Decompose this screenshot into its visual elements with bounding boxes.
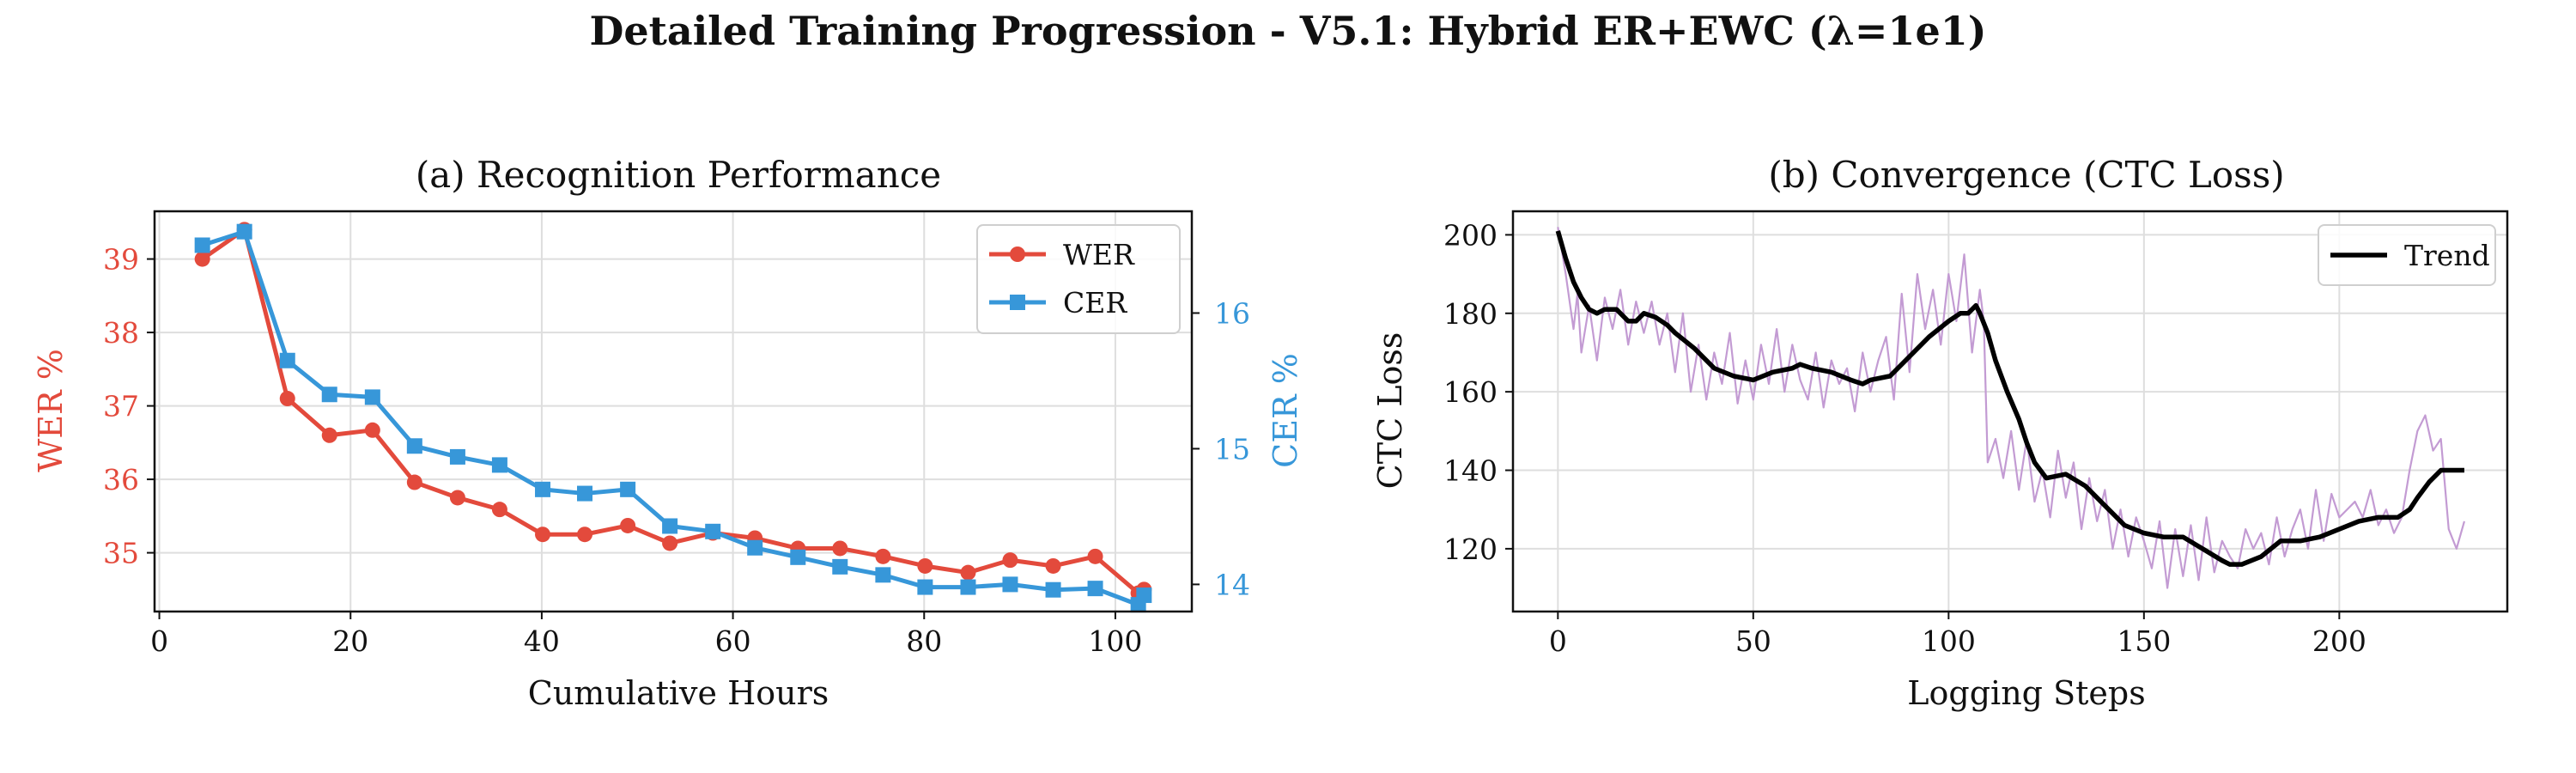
panel-a-ytick-left-label: 38 xyxy=(103,316,139,350)
panel-b-ylabel: CTC Loss xyxy=(1371,332,1409,490)
panel-b-ytick-label: 120 xyxy=(1443,533,1498,566)
cer-point xyxy=(491,457,507,473)
cer-point xyxy=(620,481,636,497)
cer-point xyxy=(1045,581,1061,598)
panel-a-xtick-label: 40 xyxy=(524,624,560,658)
wer-point xyxy=(321,427,337,443)
wer-point xyxy=(491,502,507,518)
cer-point xyxy=(449,448,465,465)
panel-a-xtick-label: 100 xyxy=(1088,624,1142,658)
panel-b-xtick-label: 0 xyxy=(1549,624,1567,658)
panel-a-ylabel-right: CER % xyxy=(1267,353,1304,468)
panel-b-xtick-label: 150 xyxy=(2117,624,2171,658)
wer-point xyxy=(406,474,422,490)
panel-a-xtick-label: 60 xyxy=(715,624,751,658)
cer-point xyxy=(577,485,593,502)
wer-point xyxy=(577,526,593,543)
trend-line xyxy=(1555,230,2464,567)
cer-point xyxy=(535,481,551,497)
cer-point xyxy=(1087,581,1103,597)
legend-cer-marker xyxy=(1010,295,1025,310)
panel-b-xtick-label: 200 xyxy=(2312,624,2366,658)
wer-point xyxy=(449,490,465,506)
panel-a-xtick-label: 0 xyxy=(150,624,168,658)
wer-point xyxy=(364,422,380,438)
panel-a-title: (a) Recognition Performance xyxy=(416,154,941,196)
legend-wer-marker xyxy=(1010,247,1025,262)
panel-convergence: (b) Convergence (CTC Loss) Logging Steps… xyxy=(1371,154,2509,712)
cer-point xyxy=(662,518,678,534)
panel-a-frame xyxy=(153,210,1194,613)
wer-point xyxy=(960,564,976,581)
wer-point xyxy=(194,251,210,267)
panel-a-ytick-left-label: 39 xyxy=(103,243,139,277)
panel-a-xtick-label: 20 xyxy=(332,624,368,658)
cer-point xyxy=(705,523,721,539)
cer-point xyxy=(747,539,763,556)
wer-point xyxy=(1002,552,1018,569)
panel-a-ytick-left-label: 36 xyxy=(103,463,139,496)
cer-point xyxy=(960,579,976,595)
panel-b-legend: Trend xyxy=(2318,224,2496,286)
wer-point xyxy=(279,391,295,407)
panel-b-frame xyxy=(1511,210,2509,613)
wer-point xyxy=(1045,557,1061,574)
cer-point xyxy=(364,389,380,405)
panel-b-ytick-label: 200 xyxy=(1443,218,1498,252)
panel-a-legend: WER CER xyxy=(976,224,1181,334)
legend-wer-label: WER xyxy=(1063,238,1135,271)
panel-a-ylabel-left: WER % xyxy=(32,349,70,472)
panel-a-xtick-label: 80 xyxy=(906,624,942,658)
cer-point xyxy=(1136,587,1152,604)
cer-point xyxy=(1002,576,1018,593)
panel-a-ytick-right-label: 15 xyxy=(1214,432,1250,466)
figure-title: Detailed Training Progression - V5.1: Hy… xyxy=(590,8,1987,54)
cer-point xyxy=(321,386,337,403)
panel-recognition-performance: (a) Recognition Performance Cumulative H… xyxy=(32,154,1304,712)
panel-a-ytick-right-label: 14 xyxy=(1214,568,1250,601)
panel-a-ytick-left-label: 35 xyxy=(103,537,139,570)
panel-b-ytick-label: 160 xyxy=(1443,375,1498,409)
legend-trend-label: Trend xyxy=(2404,239,2490,272)
panel-a-ytick-right-label: 16 xyxy=(1214,296,1250,330)
panel-b-ytick-label: 180 xyxy=(1443,297,1498,331)
raw-loss-line xyxy=(1557,227,2466,589)
cer-point xyxy=(790,549,806,565)
panel-a-ytick-left-label: 37 xyxy=(103,390,139,423)
cer-point xyxy=(917,579,933,595)
wer-point xyxy=(620,517,636,533)
wer-point xyxy=(662,535,678,551)
wer-point xyxy=(1087,548,1103,564)
wer-point xyxy=(535,526,551,543)
panel-b-xtick-label: 100 xyxy=(1922,624,1976,658)
panel-b-legend-box xyxy=(2318,224,2496,286)
panel-a-xlabel: Cumulative Hours xyxy=(528,674,829,712)
panel-b-title: (b) Convergence (CTC Loss) xyxy=(1768,154,2284,196)
panel-b-ytick-label: 140 xyxy=(1443,454,1498,488)
cer-point xyxy=(832,558,848,575)
cer-point xyxy=(279,352,295,368)
cer-point xyxy=(236,223,252,240)
wer-point xyxy=(875,548,891,564)
panel-b-xlabel: Logging Steps xyxy=(1907,674,2145,712)
cer-point xyxy=(406,438,422,454)
panel-b-xtick-label: 50 xyxy=(1735,624,1771,658)
cer-point xyxy=(194,237,210,253)
wer-point xyxy=(917,557,933,574)
wer-point xyxy=(832,540,848,557)
legend-cer-label: CER xyxy=(1063,286,1127,320)
cer-point xyxy=(875,567,891,583)
